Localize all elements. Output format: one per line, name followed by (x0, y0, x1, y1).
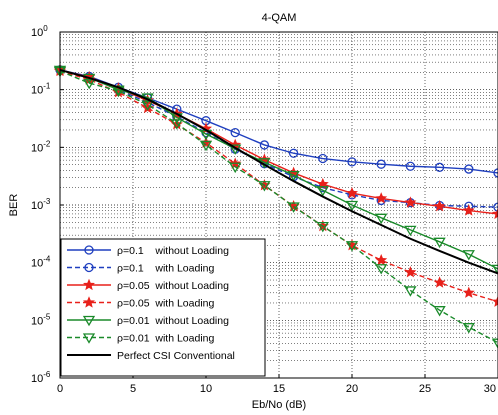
data-point-circle (288, 148, 299, 158)
data-point-star (404, 266, 417, 278)
legend-label: ρ=0.01 with Loading (117, 333, 214, 345)
legend-label: ρ=0.05 with Loading (117, 298, 214, 310)
data-point-star (404, 196, 417, 208)
data-point-star (83, 278, 95, 291)
data-point-triangle (287, 170, 300, 182)
y-tick-label: 100 (31, 24, 48, 39)
y-tick-label: 10-5 (31, 312, 51, 327)
legend: ρ=0.1 without Loading ρ=0.1 with Loading ρ… (60, 238, 266, 377)
y-tick-label: 10-4 (31, 255, 51, 270)
data-point-circle (376, 159, 386, 169)
data-point-star (462, 204, 475, 216)
data-point-triangle (229, 162, 242, 174)
legend-item: ρ=0.05 without Loading (67, 278, 229, 292)
legend-label: ρ=0.1 with Loading (117, 263, 214, 275)
data-point-triangle (258, 181, 271, 192)
legend-item: ρ=0.1 with Loading (67, 263, 214, 275)
data-point-circle (347, 157, 357, 167)
data-point-triangle (170, 119, 183, 130)
data-point-triangle (82, 333, 96, 344)
data-point-circle (434, 162, 445, 172)
x-tick-label: 25 (419, 383, 431, 395)
x-tick-label: 20 (346, 383, 358, 395)
data-point-star (375, 192, 388, 204)
y-tick-label: 10-3 (31, 197, 51, 212)
data-point-triangle (433, 237, 446, 249)
data-point-circle (230, 127, 240, 138)
x-tick-label: 0 (57, 383, 63, 395)
data-point-triangle (199, 140, 213, 152)
series-line (59, 69, 498, 215)
x-tick-label: 5 (130, 383, 136, 395)
series (59, 68, 498, 275)
legend-item: Perfect CSI Conventional (67, 350, 235, 362)
y-tick-label: 10-1 (31, 82, 51, 97)
legend-box (60, 238, 266, 377)
data-point-star (346, 186, 358, 199)
legend-label: ρ=0.1 without Loading (117, 245, 229, 257)
x-tick-label: 30 (484, 383, 496, 395)
data-point-circle (493, 168, 498, 178)
data-point-circle (318, 153, 328, 164)
legend-item: ρ=0.05 with Loading (67, 296, 214, 310)
series-layer (53, 63, 498, 349)
series-line (59, 68, 498, 275)
series-line (59, 70, 498, 344)
data-point-triangle (316, 186, 329, 197)
data-point-triangle (82, 315, 96, 327)
data-point-star (492, 295, 498, 307)
data-point-star (375, 253, 388, 266)
data-point-circle (84, 245, 94, 255)
data-point-star (462, 286, 475, 298)
data-point-circle (84, 262, 94, 273)
data-point-triangle (83, 78, 96, 90)
data-point-triangle (316, 221, 329, 233)
data-point-star (83, 296, 95, 308)
y-axis-label: BER (8, 194, 20, 217)
data-point-triangle (404, 225, 417, 237)
x-axis-label: Eb/No (dB) (252, 399, 306, 411)
data-point-circle (464, 164, 474, 174)
data-point-triangle (141, 100, 154, 111)
x-tick-label: 10 (200, 383, 212, 395)
data-point-triangle (345, 241, 359, 252)
data-point-triangle (491, 338, 498, 349)
data-point-star (492, 207, 498, 220)
series (53, 66, 498, 349)
data-point-circle (259, 140, 270, 150)
data-point-triangle (375, 264, 388, 275)
legend-label: ρ=0.05 without Loading (117, 280, 229, 292)
data-point-triangle (433, 306, 446, 317)
data-point-triangle (345, 200, 359, 212)
chart-title: 4-QAM (262, 12, 297, 24)
legend-label: ρ=0.01 without Loading (117, 315, 229, 327)
data-point-triangle (287, 202, 300, 213)
legend-label: Perfect CSI Conventional (117, 350, 235, 362)
data-point-circle (405, 161, 416, 171)
data-point-triangle (491, 264, 498, 276)
data-point-circle (493, 202, 498, 212)
y-axis-ticks: 100 10-1 10-2 10-3 10-4 10-5 10-6 (31, 24, 64, 385)
x-axis-ticks: 0 5 10 15 20 25 30 (57, 374, 498, 395)
data-point-triangle (375, 213, 388, 225)
y-tick-label: 10-6 (31, 370, 51, 385)
data-point-triangle (462, 323, 475, 334)
data-point-star (433, 199, 446, 212)
y-tick-label: 10-2 (31, 139, 51, 154)
x-tick-label: 15 (273, 383, 285, 395)
data-point-star (433, 276, 446, 288)
data-point-triangle (462, 250, 475, 261)
legend-item: ρ=0.1 without Loading (67, 245, 229, 257)
legend-item: ρ=0.01 without Loading (67, 315, 229, 327)
data-point-triangle (404, 286, 417, 297)
legend-item: ρ=0.01 with Loading (67, 333, 214, 345)
